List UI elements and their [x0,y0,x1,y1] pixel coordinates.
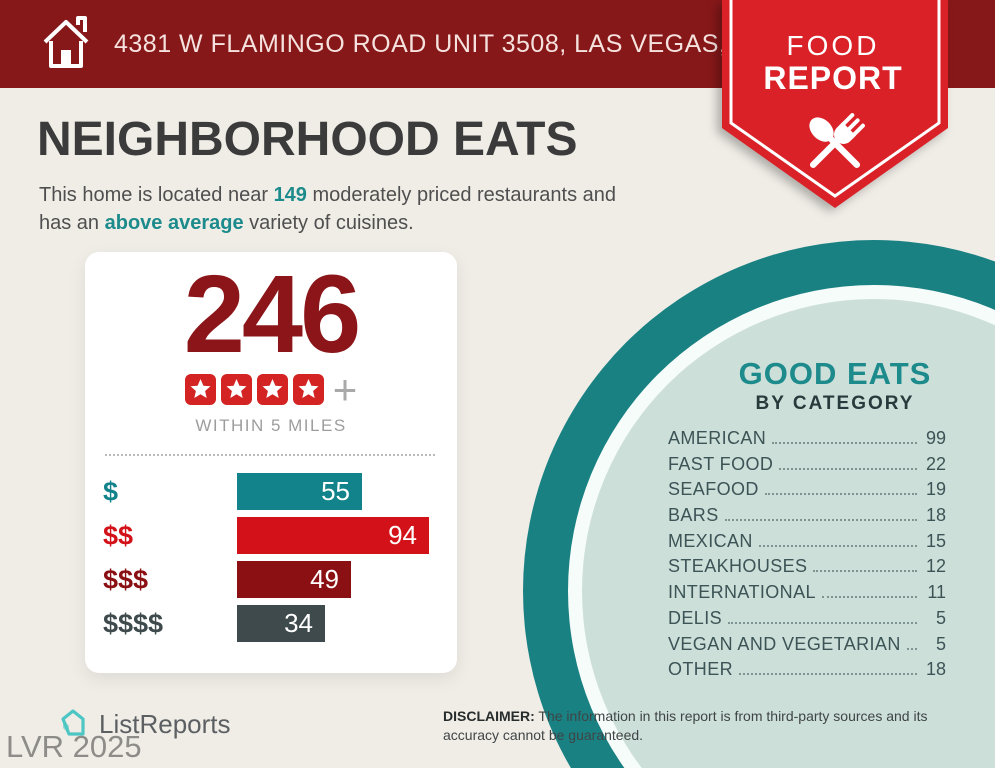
badge-title-line1: FOOD [786,30,880,61]
radius-label: WITHIN 5 MILES [195,416,347,435]
list-item: FAST FOOD 22 [668,453,946,474]
crossed-utensils-icon [809,113,865,169]
bar-four-dollar: 34 [237,605,325,642]
tier-label: $$$ [103,564,149,594]
list-item: MEXICAN 15 [668,530,946,551]
price-tier-row: $ 55 [85,473,457,510]
badge-title-line2: REPORT [763,60,903,96]
dot-leader [906,647,917,650]
good-eats-subtitle: BY CATEGORY [755,393,915,414]
bar-three-dollar: 49 [237,561,351,598]
price-tier-row: $$$ 49 [85,561,457,598]
variety-highlight: above average [104,212,244,234]
list-item: STEAKHOUSES 12 [668,556,946,577]
list-item: AMERICAN 99 [668,428,946,448]
dot-leader [724,519,917,522]
list-item: DELIS 5 [668,607,946,628]
watermark: LVR 2025 [6,729,142,764]
price-tier-row: $$$$ 34 [85,605,457,642]
good-eats-title: GOOD EATS [738,356,932,391]
yelp-star-icon [184,374,216,405]
total-restaurants: 246 [183,253,362,376]
list-item: SEAFOOD 19 [668,479,946,500]
dot-leader [779,467,917,470]
yelp-star-icon [292,374,324,405]
home-icon [40,14,92,75]
bar-value: 55 [321,476,350,506]
dot-leader [764,493,917,496]
list-item: INTERNATIONAL 11 [668,582,946,603]
list-item: BARS 18 [668,505,946,526]
disclaimer: DISCLAIMER: The information in this repo… [443,708,928,743]
page-title: NEIGHBORHOOD EATS [37,113,578,166]
dotted-divider [105,454,435,456]
bar-value: 49 [310,564,339,594]
dot-leader [758,544,917,547]
dot-leader [739,673,917,676]
list-item: VEGAN AND VEGETARIAN 5 [668,633,946,654]
category-list: AMERICAN 99 FAST FOOD 22 SEAFOOD 19 BARS 18 … [668,428,946,685]
tier-label: $ [103,476,119,506]
yelp-star-icon [256,374,288,405]
bar-value: 94 [388,520,417,550]
brand-name: ListReports [99,708,231,739]
restaurant-summary-card: 246 + WITHIN 5 MILES $ 55 $$ 94 $$$ 49 [85,252,457,673]
plus-sign: + [332,365,358,413]
bar-value: 34 [284,608,313,638]
yelp-star-icon [220,374,252,405]
listreports-house-icon [61,709,85,736]
tier-label: $$$$ [103,608,164,638]
price-tier-row: $$ 94 [85,517,457,554]
food-report-ribbon: FOOD REPORT [710,0,956,228]
intro-text: This home is located near 149 moderately… [39,184,616,234]
bar-one-dollar: 55 [237,473,362,510]
price-tier-chart: $ 55 $$ 94 $$$ 49 $$$$ 34 [85,473,457,649]
tier-label: $$ [103,520,134,550]
dot-leader [728,621,917,624]
dot-leader [772,442,917,444]
dot-leader [813,570,917,573]
restaurant-count: 149 [273,184,307,206]
bar-two-dollar: 94 [237,517,429,554]
listreports-logo: ListReports [55,706,231,742]
dot-leader [821,596,917,599]
rating-stars: + [85,365,457,413]
list-item: OTHER 18 [668,659,946,680]
